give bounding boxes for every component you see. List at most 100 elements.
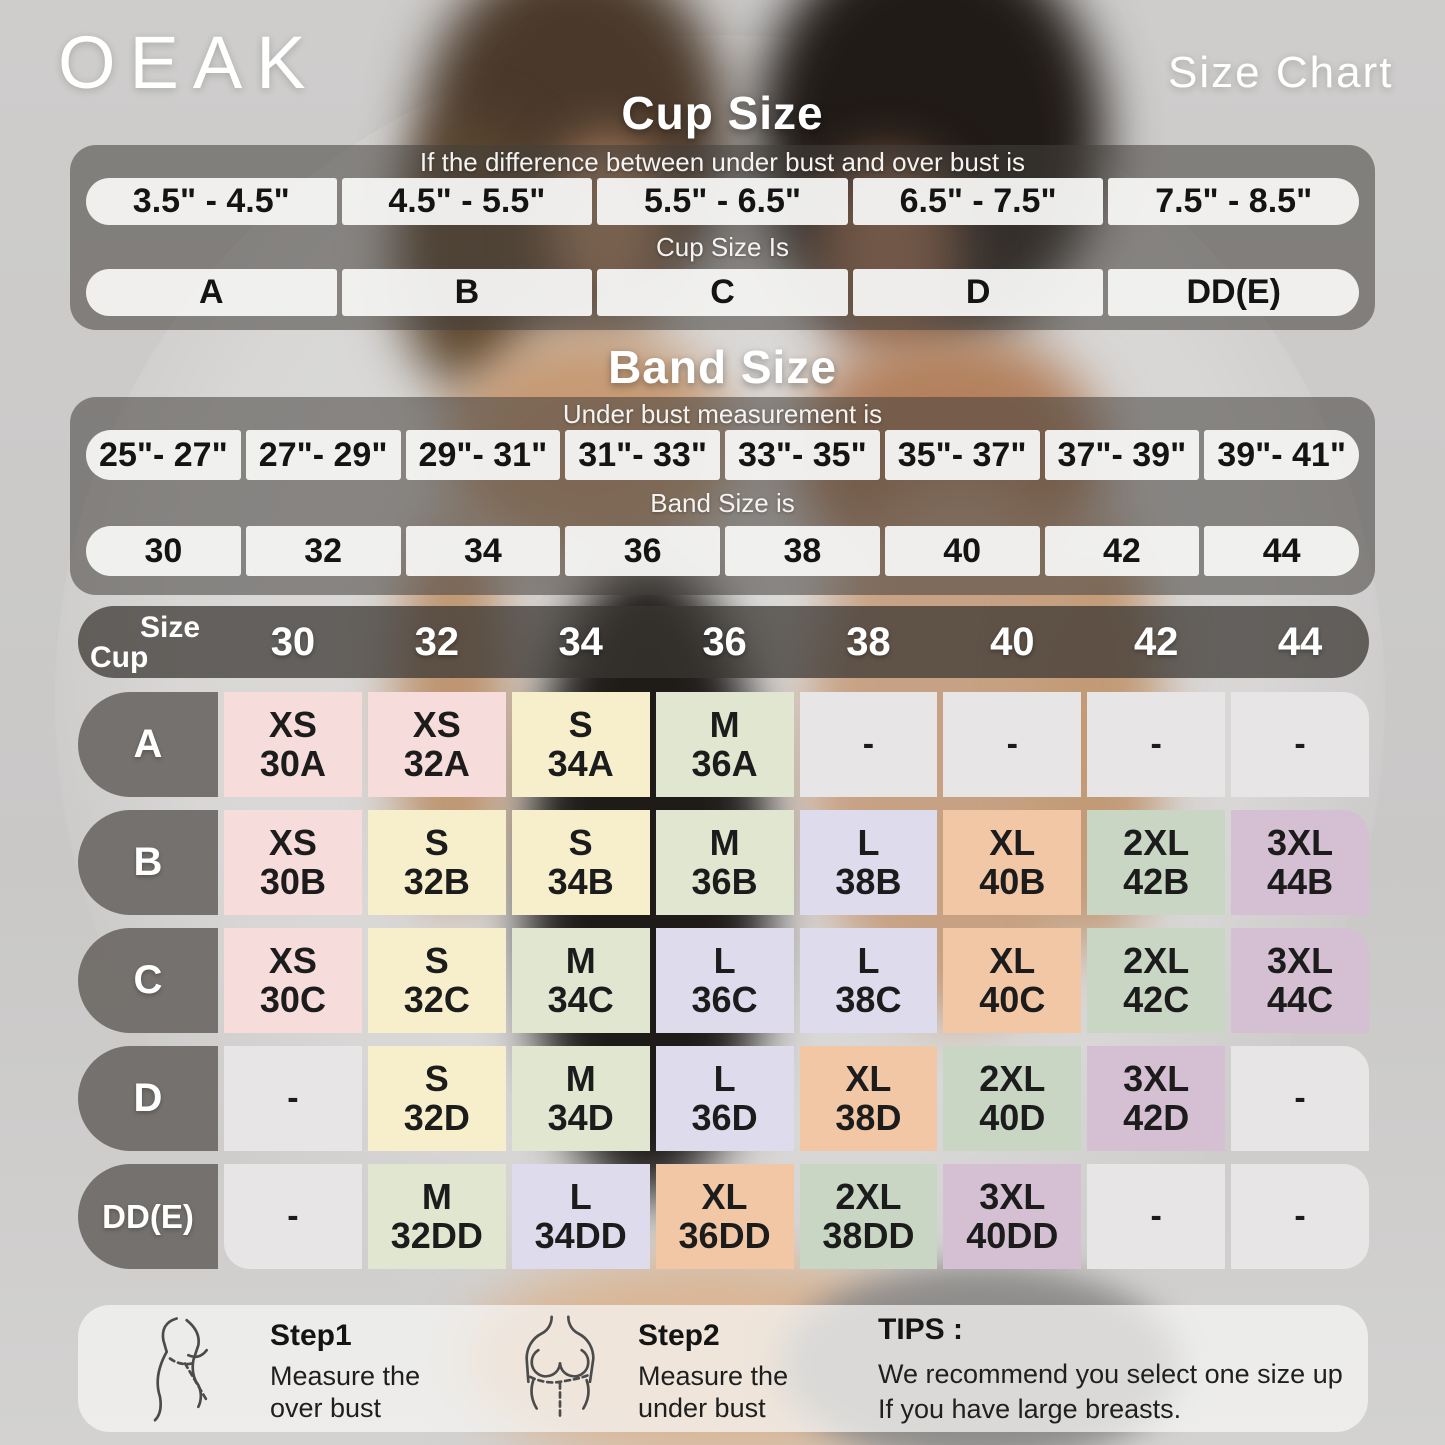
cell-size-label: XS — [268, 704, 317, 746]
matrix-cell: 2XL 38DD — [799, 1164, 938, 1269]
cup-size-panel: If the difference between under bust and… — [70, 145, 1375, 330]
cell-size-label: 3XL — [1267, 822, 1334, 864]
cell-size-label: 2XL — [979, 1058, 1046, 1100]
matrix-row-label: DD(E) — [78, 1164, 218, 1269]
matrix-row: C XS 30C S 32C M 34C L 36C L 38C XL 40C 2XL 42C 3XL 44C — [78, 928, 1369, 1033]
band-range-pill: 35"- 37" — [884, 430, 1040, 480]
cell-size-code: 40B — [979, 860, 1046, 902]
band-size-pill: 32 — [245, 526, 401, 576]
step1-desc-line1: Measure the — [270, 1361, 421, 1391]
cup-letter-pill: A — [86, 269, 337, 316]
cup-letter-pill: C — [597, 269, 848, 316]
cell-size-code: 34D — [547, 1096, 614, 1138]
matrix-row: DD(E) - M 32DD L 34DD XL 36DD 2XL 38DD 3XL 40DD - - — [78, 1164, 1369, 1269]
cell-size-label: 3XL — [979, 1176, 1046, 1218]
cell-size-code: 36A — [691, 742, 758, 784]
matrix-col-header: 30 — [270, 619, 316, 664]
matrix-cell: 2XL 42B — [1087, 810, 1226, 915]
cup-range-row: 3.5" - 4.5" 4.5" - 5.5" 5.5" - 6.5" 6.5" - … — [86, 178, 1359, 225]
matrix-body: A XS 30A XS 32A S 34A M 36A - - - - B XS 30B S 32B S 34B M 36… — [78, 692, 1369, 1269]
cell-size-code: 36B — [691, 860, 758, 902]
corner-cup-label: Cup — [90, 641, 149, 674]
tips-line1: We recommend you select one size up — [878, 1359, 1343, 1389]
matrix-cell-empty: - — [943, 692, 1082, 797]
matrix-cell: S 32C — [367, 928, 506, 1033]
measure-guide-panel: Step1 Measure the over bust Step2 Measur… — [78, 1305, 1368, 1432]
band-range-pill: 33"- 35" — [725, 430, 880, 480]
matrix-row: D - S 32D M 34D L 36D XL 38D 2XL 40D 3XL 42D - — [78, 1046, 1369, 1151]
band-range-pill: 39"- 41" — [1204, 430, 1359, 480]
cell-size-label: XS — [268, 822, 317, 864]
matrix-cell: L 36C — [655, 928, 794, 1033]
cell-size-code: 38DD — [822, 1214, 915, 1256]
brand-logo: OEAK — [58, 21, 320, 104]
matrix-cell-empty: - — [1231, 692, 1369, 797]
cell-size-label: M — [565, 1058, 596, 1100]
cell-size-code: 34A — [547, 742, 614, 784]
page-title: Size Chart — [1168, 48, 1394, 97]
band-range-pill: 27"- 29" — [245, 430, 401, 480]
matrix-cell-empty: - — [1231, 1164, 1369, 1269]
cell-size-label: S — [424, 822, 449, 864]
cell-size-label: XL — [845, 1058, 892, 1100]
band-size-heading: Band Size — [608, 341, 837, 393]
cell-size-code: 38D — [835, 1096, 902, 1138]
cell-size-code: 42D — [1123, 1096, 1190, 1138]
step2-desc-line1: Measure the — [638, 1361, 789, 1391]
cell-size-label: S — [424, 940, 449, 982]
cell-size-code: 34DD — [534, 1214, 627, 1256]
band-size-pill: 42 — [1044, 526, 1200, 576]
matrix-cell: S 34A — [511, 692, 650, 797]
cell-size-code: 42C — [1123, 978, 1190, 1020]
cell-size-code: 40D — [979, 1096, 1046, 1138]
tips-block: TIPS : We recommend you select one size … — [878, 1313, 1343, 1427]
cell-size-label: XL — [701, 1176, 748, 1218]
cell-size-code: 36D — [691, 1096, 758, 1138]
step1-title: Step1 — [270, 1319, 352, 1352]
cell-size-label: L — [857, 940, 880, 982]
cup-letter-pill: B — [341, 269, 593, 316]
band-size-panel: Under bust measurement is 25"- 27" 27"- 2… — [70, 397, 1375, 595]
tips-title: TIPS : — [878, 1313, 964, 1346]
matrix-col-header: 32 — [414, 619, 460, 664]
cup-letter-row: A B C D DD(E) — [86, 269, 1359, 316]
matrix-row: B XS 30B S 32B S 34B M 36B L 38B XL 40B 2XL 42B 3XL 44B — [78, 810, 1369, 915]
matrix-cell: 3XL 44C — [1231, 928, 1369, 1033]
cell-size-label: XS — [268, 940, 317, 982]
cell-size-code: 30B — [259, 860, 326, 902]
band-size-pill: 38 — [725, 526, 880, 576]
band-size-pill: 40 — [884, 526, 1040, 576]
cup-result-label: Cup Size Is — [656, 232, 789, 262]
band-range-row: 25"- 27" 27"- 29" 29"- 31" 31"- 33" 33"- 35"… — [86, 430, 1359, 480]
band-size-pill: 36 — [565, 526, 720, 576]
band-size-row: 30 32 34 36 38 40 42 44 — [86, 526, 1359, 576]
cell-size-label: S — [568, 822, 593, 864]
matrix-row-label: D — [78, 1046, 218, 1151]
step1-desc-line2: over bust — [270, 1392, 382, 1423]
matrix-cell: S 32D — [367, 1046, 506, 1151]
matrix-cell: XL 38D — [799, 1046, 938, 1151]
matrix-cell: 2XL 40D — [943, 1046, 1082, 1151]
band-range-pill: 31"- 33" — [565, 430, 720, 480]
matrix-cell: L 34DD — [511, 1164, 650, 1269]
matrix-cell: S 34B — [511, 810, 650, 915]
size-matrix: Size Cup 30 32 34 36 38 40 42 44 A XS 30A XS 32A S 34… — [78, 606, 1369, 1269]
measure-under-bust-icon — [525, 1315, 595, 1419]
step1-block: Step1 Measure the over bust — [270, 1319, 420, 1425]
cell-size-label: XS — [412, 704, 461, 746]
cup-range-pill: 4.5" - 5.5" — [341, 178, 593, 225]
cell-size-label: XL — [989, 822, 1036, 864]
matrix-cell: XS 30B — [224, 810, 362, 915]
cell-size-label: M — [565, 940, 596, 982]
cell-size-label: M — [709, 822, 740, 864]
cell-size-label: 3XL — [1267, 940, 1334, 982]
cell-size-code: 40DD — [966, 1214, 1059, 1256]
matrix-cell: M 32DD — [367, 1164, 506, 1269]
cell-size-code: 44C — [1267, 978, 1334, 1020]
matrix-cell: XL 40B — [943, 810, 1082, 915]
matrix-cell: 3XL 42D — [1087, 1046, 1226, 1151]
matrix-col-header: 38 — [846, 619, 891, 664]
cup-size-heading: Cup Size — [621, 87, 824, 139]
matrix-cell: 3XL 44B — [1231, 810, 1369, 915]
